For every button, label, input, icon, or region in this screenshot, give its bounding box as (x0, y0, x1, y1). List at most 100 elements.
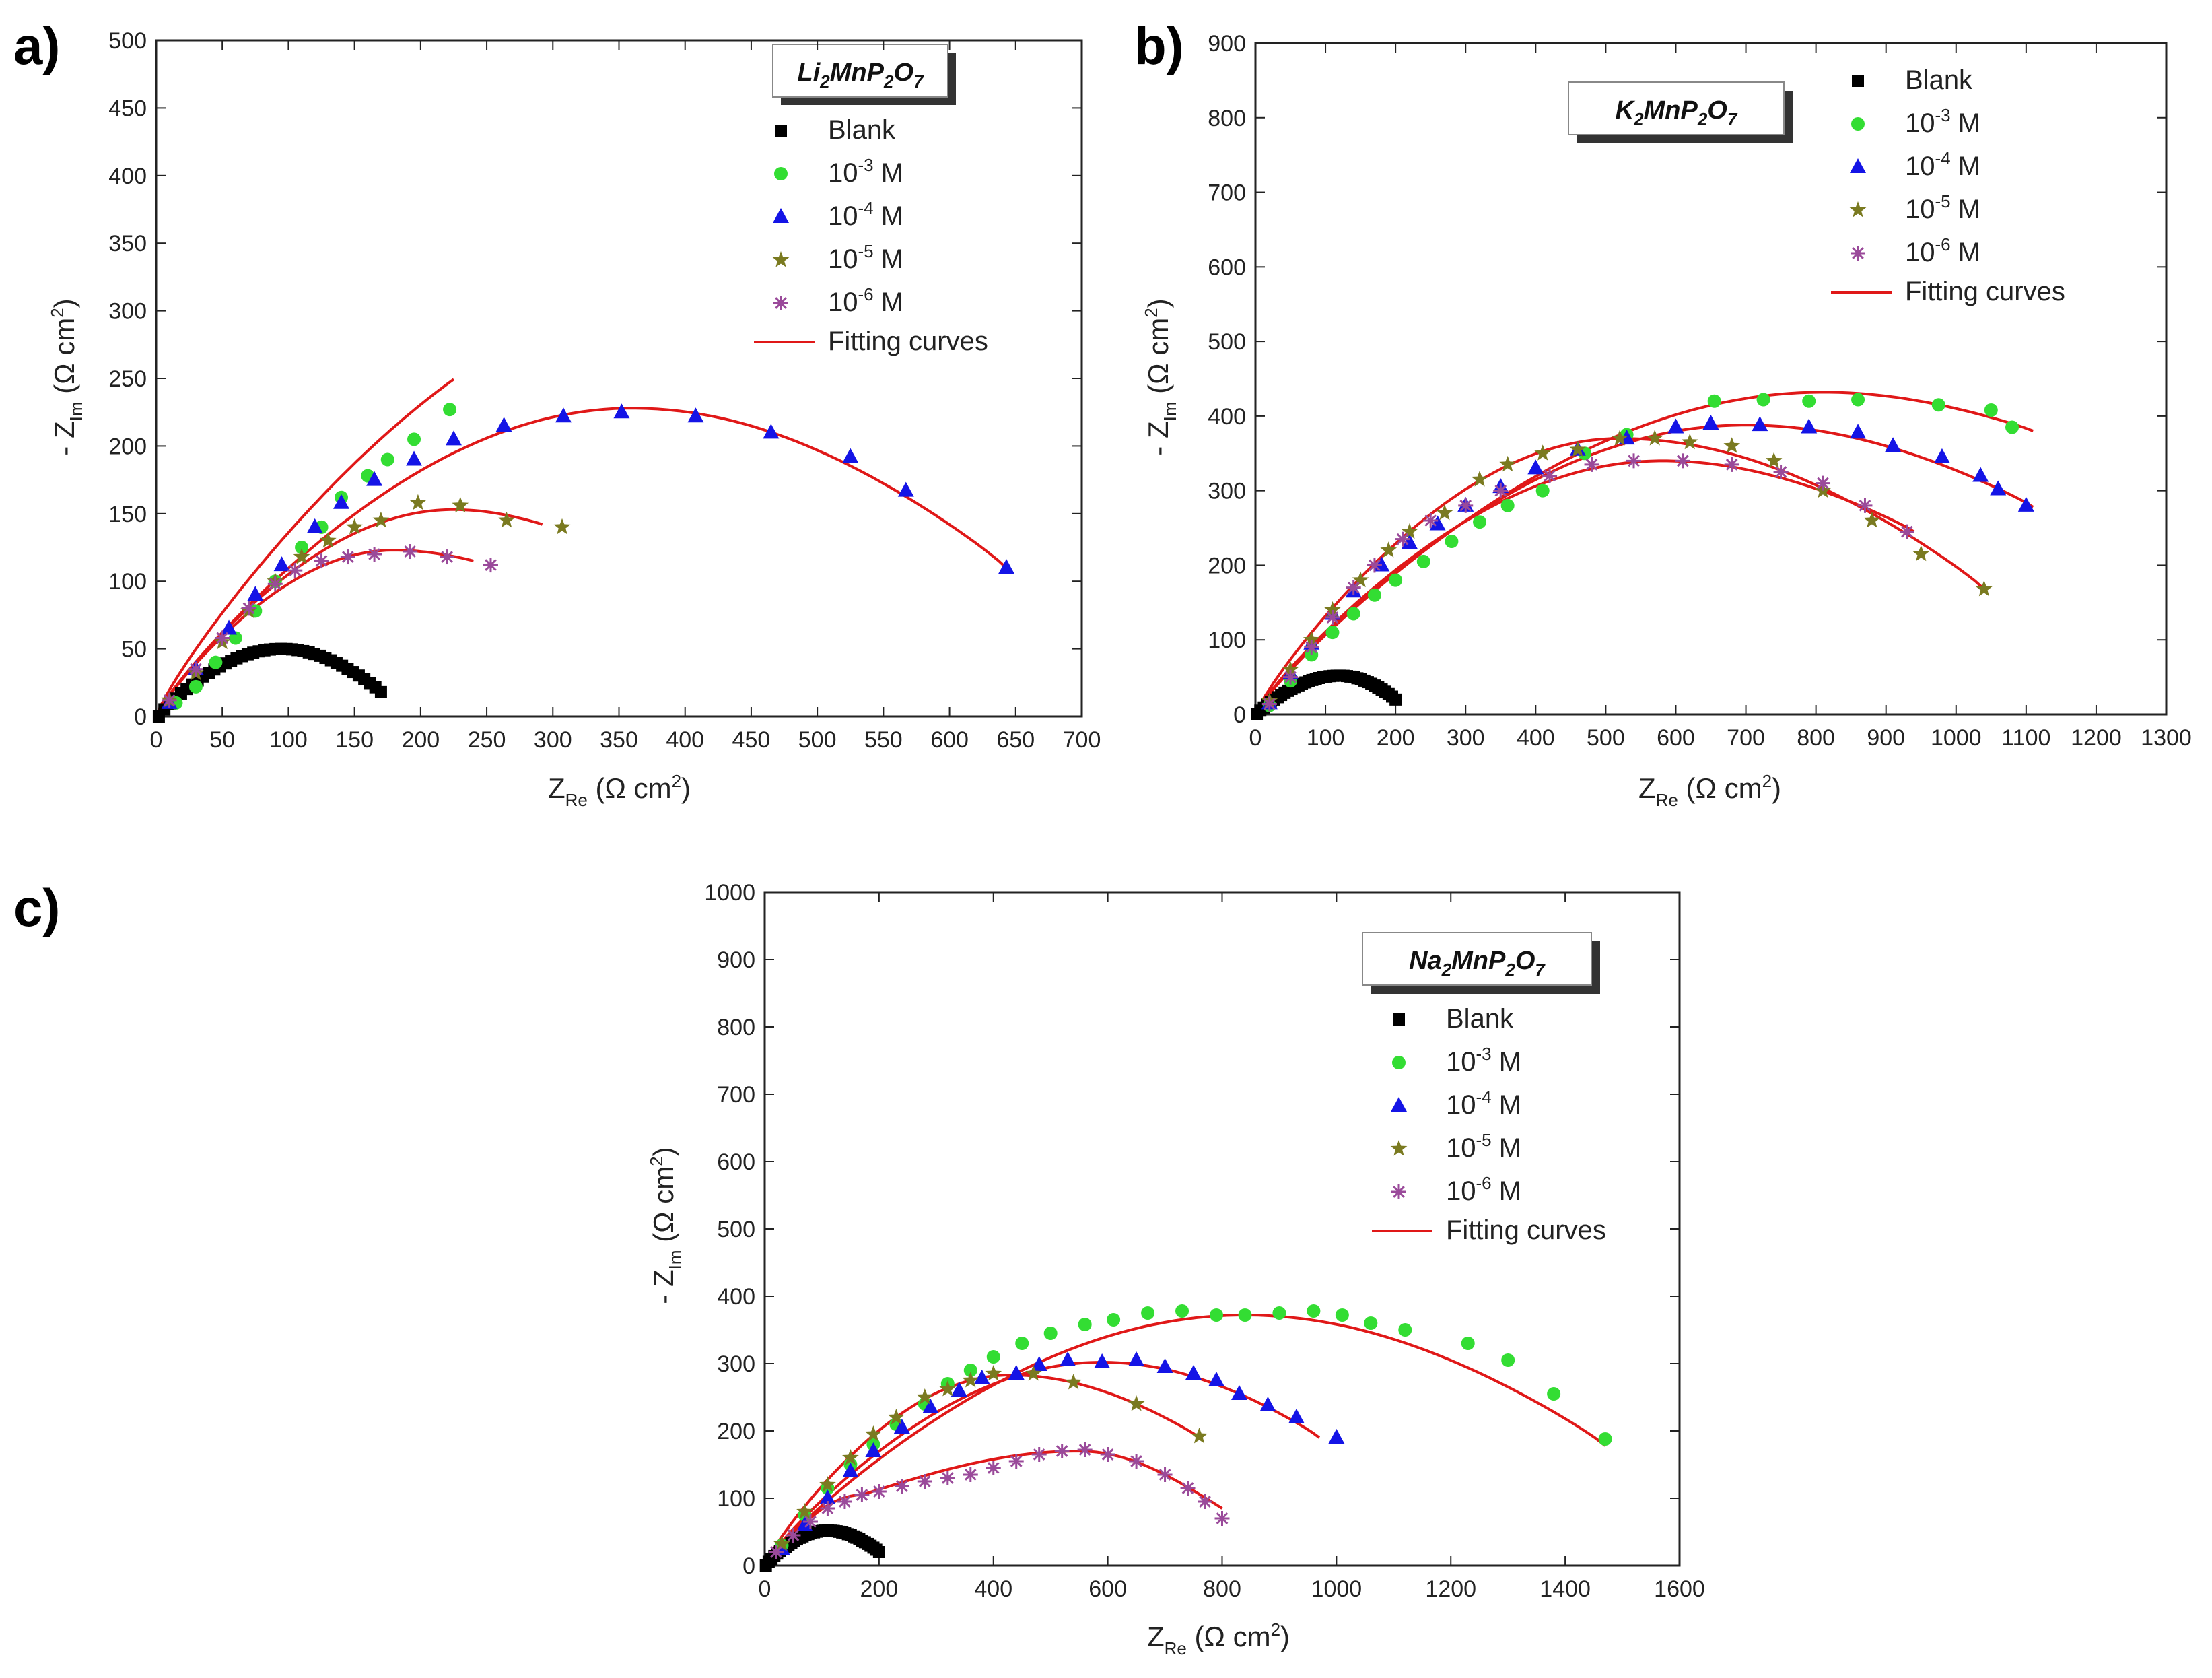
axis-title-part: (Ω cm (588, 772, 672, 804)
y-tick-label: 350 (108, 231, 147, 257)
asterisk-stroke (1216, 1512, 1229, 1524)
x-axis-title: ZRe (Ω cm2) (1147, 1619, 1290, 1658)
data-point (1094, 1353, 1111, 1368)
asterisk-stroke (1056, 1445, 1068, 1457)
data-point (1458, 498, 1474, 513)
data-point (1307, 1304, 1321, 1318)
data-point (763, 424, 780, 439)
legend-label-m4: 10-4 M (828, 198, 903, 231)
x-tick-label: 600 (1657, 725, 1695, 751)
axis-title-part: Z (1147, 1621, 1165, 1652)
data-point (1885, 437, 1902, 452)
legend-exponent: -5 (858, 241, 874, 261)
legend-unit: M (874, 288, 903, 317)
x-tick-label: 700 (1727, 725, 1765, 751)
data-point (1107, 1313, 1121, 1327)
x-tick-label: 500 (1587, 725, 1625, 751)
axes: 0 50 100 150 200 250 300 350 400 450 500 550 600 650 7… (108, 28, 1101, 753)
data-point (1031, 1356, 1047, 1371)
axis-title-part: 2 (1141, 308, 1161, 317)
x-axis-title: ZRe (Ω cm2) (548, 771, 691, 810)
axis-title-part: Z (1638, 772, 1656, 804)
y-tick-label: 700 (1208, 180, 1246, 206)
data-point (1380, 541, 1397, 558)
x-tick-label: 1100 (2001, 725, 2050, 751)
asterisk-stroke (1774, 466, 1787, 478)
asterisk-stroke (1494, 484, 1507, 497)
axes: 0 200 400 600 800 1000 1200 1400 1600 0 100 200 300 4… (704, 880, 1704, 1602)
asterisk-stroke (1101, 1448, 1114, 1461)
series-m6 (768, 1442, 1230, 1559)
legend-exponent: -4 (858, 198, 874, 218)
legend-label-m5: 10-5 M (828, 241, 903, 274)
data-point (1025, 1365, 1042, 1381)
y-tick-label: 500 (1208, 329, 1246, 355)
legend-exponent: -5 (1935, 191, 1951, 211)
x-tick-label: 200 (401, 727, 440, 753)
legend-label-m5: 10-5 M (1905, 191, 1980, 224)
data-point (1128, 1395, 1145, 1411)
data-point (1367, 588, 1381, 602)
x-tick-label: 650 (996, 727, 1035, 753)
y-tick-label: 200 (717, 1419, 755, 1444)
legend-label-m6: 10-6 M (1446, 1173, 1521, 1206)
data-point (403, 544, 418, 560)
y-tick-label: 100 (717, 1486, 755, 1512)
data-point (1078, 1318, 1092, 1331)
formula-subscript: 2 (1441, 960, 1452, 980)
asterisk-stroke (821, 1502, 834, 1514)
data-point (1542, 468, 1558, 483)
y-tick-label: 150 (108, 502, 147, 527)
asterisk-stroke (163, 694, 176, 706)
asterisk-stroke (1817, 477, 1829, 490)
data-point (333, 494, 349, 509)
data-point (842, 1463, 859, 1477)
data-point (986, 1461, 1001, 1475)
legend-exponent: -3 (1935, 105, 1951, 125)
data-point (917, 1474, 932, 1489)
formula-subscript: 7 (1727, 109, 1738, 129)
legend-unit: M (1951, 152, 1980, 181)
data-point (1303, 631, 1320, 647)
x-tick-label: 500 (798, 727, 837, 753)
data-point (1008, 1365, 1025, 1380)
data-point (842, 448, 859, 463)
asterisk-stroke (1859, 499, 1871, 512)
data-point (346, 518, 363, 535)
data-point (555, 407, 572, 423)
x-tick-label: 1000 (1931, 725, 1982, 751)
compound-label-text: Na2MnP2O7 (1409, 947, 1546, 980)
data-point (320, 532, 337, 548)
axis-title-part: 2 (1762, 771, 1772, 791)
asterisk-stroke (1544, 469, 1556, 482)
y-axis-title: - ZIm (Ω cm2) (646, 1147, 685, 1304)
data-point (1976, 580, 1993, 597)
legend-label-fit: Fitting curves (1446, 1215, 1606, 1245)
legend-label-fit: Fitting curves (1905, 277, 2065, 306)
data-point (1191, 1428, 1208, 1444)
data-point (1077, 1442, 1093, 1457)
data-point (998, 559, 1015, 574)
data-point (985, 1365, 1002, 1381)
axis-title-part: (Ω cm (1187, 1621, 1271, 1652)
asterisk-stroke (1010, 1455, 1023, 1467)
data-point (443, 403, 457, 417)
data-point (1416, 554, 1430, 568)
data-point (1611, 430, 1628, 446)
legend-base: 10 (828, 158, 858, 188)
legend-base: 10 (1905, 195, 1935, 224)
asterisk-stroke (856, 1489, 868, 1501)
data-point (842, 1449, 859, 1465)
data-point (1598, 1432, 1612, 1446)
legend-label-m4: 10-4 M (1905, 148, 1980, 181)
legend-base: 10 (1905, 108, 1935, 138)
legend-exponent: -6 (1476, 1173, 1492, 1193)
series-blank (152, 642, 387, 723)
x-tick-label: 200 (1377, 725, 1415, 751)
compound-box-frame (1362, 932, 1592, 986)
axis-title-part: Re (565, 790, 588, 810)
axis-title-part: 2 (646, 1156, 666, 1166)
data-point (1773, 464, 1789, 479)
axis-title-part: (Ω cm (48, 318, 80, 402)
x-tick-label: 300 (534, 727, 572, 753)
